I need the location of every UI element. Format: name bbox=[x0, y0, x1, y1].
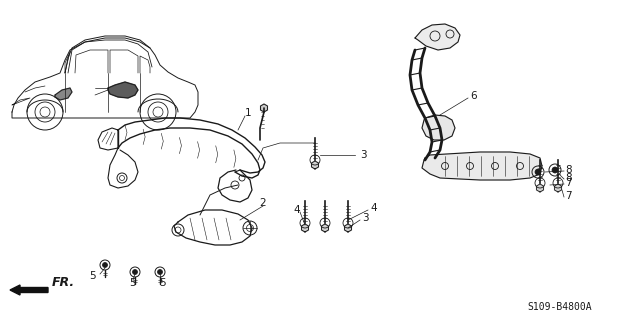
Polygon shape bbox=[311, 161, 318, 169]
Text: 5: 5 bbox=[89, 271, 95, 281]
Text: 7: 7 bbox=[565, 191, 572, 201]
Text: FR.: FR. bbox=[52, 276, 75, 289]
Polygon shape bbox=[108, 82, 138, 98]
Polygon shape bbox=[321, 224, 328, 232]
Text: 6: 6 bbox=[470, 91, 477, 101]
Text: 1: 1 bbox=[245, 108, 251, 118]
Text: 3: 3 bbox=[362, 213, 368, 223]
Text: 5: 5 bbox=[130, 278, 136, 288]
Text: 8: 8 bbox=[565, 165, 572, 175]
Polygon shape bbox=[536, 184, 543, 192]
Text: 7: 7 bbox=[565, 178, 572, 188]
Circle shape bbox=[133, 269, 138, 275]
Text: 2: 2 bbox=[260, 198, 266, 208]
Text: 5: 5 bbox=[158, 278, 165, 288]
Text: 4: 4 bbox=[294, 205, 301, 215]
Polygon shape bbox=[261, 104, 268, 112]
Circle shape bbox=[552, 167, 558, 173]
Text: 4: 4 bbox=[370, 203, 377, 213]
Text: 3: 3 bbox=[360, 150, 366, 160]
Polygon shape bbox=[344, 224, 351, 232]
Circle shape bbox=[103, 262, 108, 268]
Polygon shape bbox=[555, 184, 562, 192]
Polygon shape bbox=[422, 115, 455, 140]
Circle shape bbox=[535, 169, 541, 175]
Polygon shape bbox=[302, 224, 309, 232]
Polygon shape bbox=[55, 88, 72, 100]
Polygon shape bbox=[422, 152, 542, 180]
FancyArrow shape bbox=[10, 285, 48, 295]
Text: S109-B4800A: S109-B4800A bbox=[527, 302, 592, 312]
Text: 8: 8 bbox=[565, 173, 572, 183]
Polygon shape bbox=[415, 24, 460, 50]
Circle shape bbox=[157, 269, 162, 275]
